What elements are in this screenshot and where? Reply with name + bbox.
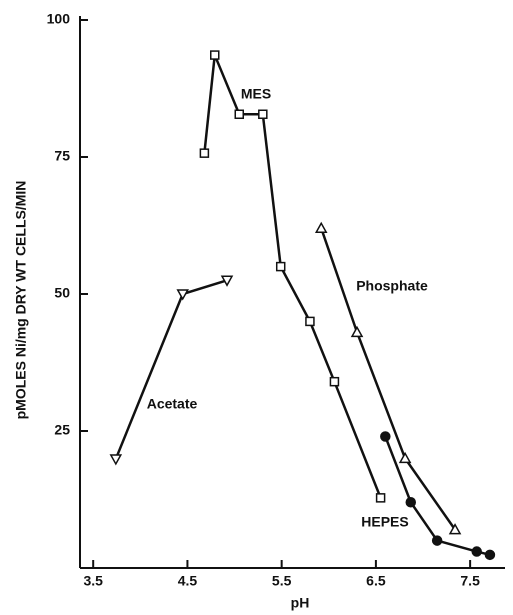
x-axis-label: pH [291,595,310,611]
point [405,496,417,508]
point [109,454,123,466]
y-tick-label: 100 [47,11,71,27]
point [484,549,496,561]
x-tick-label: 4.5 [178,573,198,589]
point [471,546,482,557]
point [199,148,210,158]
series-label: Acetate [147,396,198,412]
x-tick-label: 5.5 [272,573,292,589]
series-label: Phosphate [356,278,428,294]
point [275,261,286,272]
series-line [203,54,382,499]
point [448,523,462,535]
y-axis-label: pMOLES Ni/mg DRY WT CELLS/MIN [13,181,29,420]
point [234,109,245,120]
y-tick-label: 75 [54,148,70,164]
point [210,50,220,60]
series-line [320,227,457,531]
point [398,451,412,464]
series-label: HEPES [361,514,408,530]
point [329,376,340,387]
x-tick-label: 3.5 [83,573,103,589]
point [220,275,234,287]
y-tick-label: 25 [54,422,70,438]
x-tick-label: 6.5 [366,573,386,589]
series-label: MES [241,86,271,102]
series-line [114,279,228,460]
point [314,221,328,233]
x-tick-label: 7.5 [460,573,480,589]
point [431,535,443,546]
point [375,493,386,503]
point [176,289,189,301]
point [258,109,268,120]
point [305,316,315,327]
y-tick-label: 50 [54,285,70,301]
point [380,431,391,442]
point [350,325,364,338]
